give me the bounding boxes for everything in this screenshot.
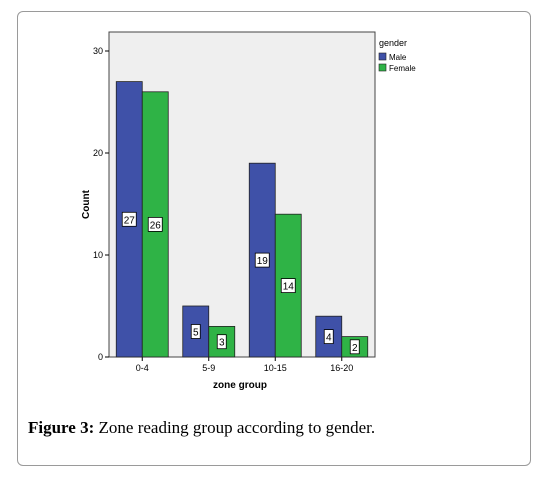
- data-label-box: [280, 278, 296, 294]
- data-label: 4: [326, 333, 332, 344]
- y-tick-label: 20: [93, 148, 103, 158]
- data-label-box: [190, 324, 201, 339]
- data-label-box: [323, 329, 334, 345]
- data-label-box: [121, 211, 137, 227]
- figure-caption: Figure 3: Zone reading group according t…: [28, 418, 518, 438]
- data-label: 2: [352, 343, 358, 354]
- data-label-box: [216, 334, 227, 350]
- y-axis-title: Count: [81, 189, 92, 219]
- x-axis-title: zone group: [213, 380, 267, 391]
- data-label: 14: [283, 282, 295, 293]
- y-tick-label: 10: [93, 250, 103, 260]
- caption-text: Zone reading group according to gender.: [98, 418, 376, 437]
- data-label: 19: [257, 256, 269, 267]
- y-tick-label: 30: [93, 46, 103, 56]
- data-label: 3: [219, 338, 225, 349]
- data-label-box: [349, 339, 360, 355]
- y-tick-label: 0: [98, 352, 103, 362]
- data-label: 27: [124, 215, 136, 226]
- data-label: 26: [150, 220, 162, 231]
- legend-title: gender: [379, 38, 407, 48]
- legend-label-female: Female: [389, 64, 416, 73]
- data-label: 5: [193, 328, 199, 339]
- legend-label-male: Male: [389, 53, 407, 62]
- x-tick-label: 0-4: [136, 363, 149, 373]
- x-tick-label: 10-15: [264, 363, 287, 373]
- x-tick-label: 5-9: [202, 363, 215, 373]
- data-label-box: [254, 252, 270, 268]
- x-tick-label: 16-20: [330, 363, 353, 373]
- legend-swatch-male: [378, 52, 387, 61]
- data-label-box: [147, 216, 163, 232]
- caption-label: Figure 3:: [28, 418, 95, 437]
- legend-swatch-female: [378, 63, 387, 72]
- bar-chart: 0 10 20 30 Count 0-4 5-9 10-15 16-20 zone group 2…: [81, 31, 416, 391]
